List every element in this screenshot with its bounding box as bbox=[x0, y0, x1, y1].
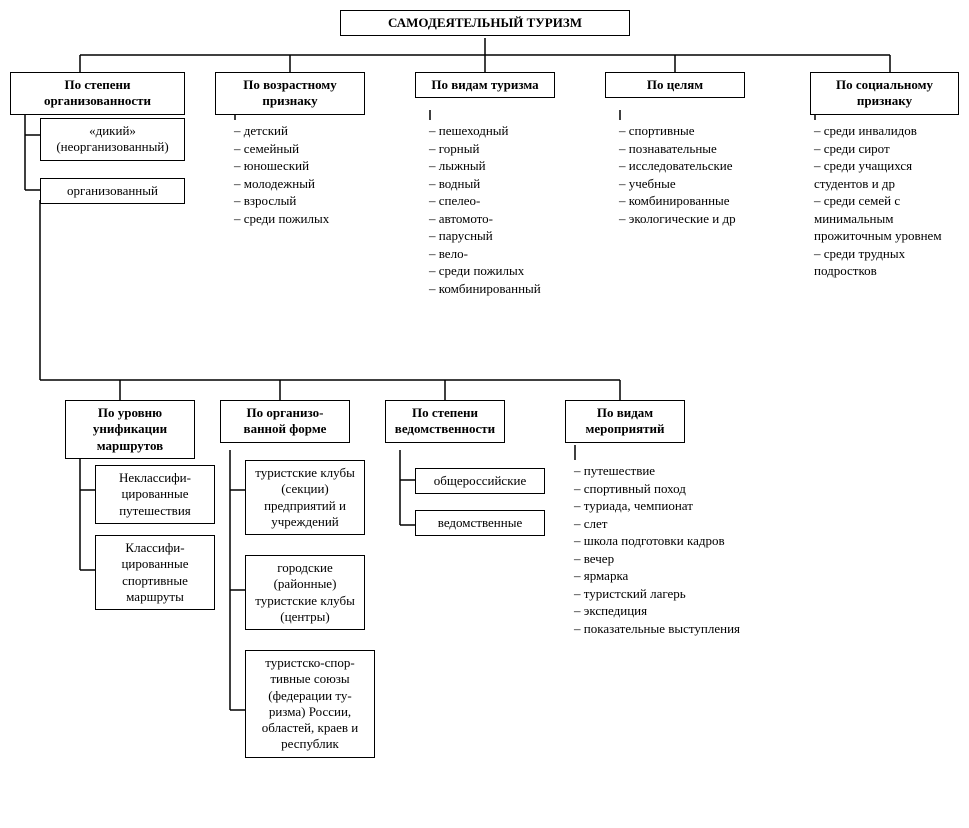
l2-col2-sub3: туристско-спор­тивные союзы (федерации т… bbox=[245, 650, 375, 758]
list-item: туриада, чемпионат bbox=[574, 497, 798, 515]
list-item: школа подготовки кадров bbox=[574, 532, 798, 550]
list-item: среди пожилых bbox=[429, 262, 583, 280]
l1-col3-header: По видам туризма bbox=[415, 72, 555, 98]
diagram-root: САМОДЕЯТЕЛЬНЫЙ ТУРИЗМ По степени организ… bbox=[10, 10, 959, 818]
list-item: туристский лагерь bbox=[574, 585, 798, 603]
list-item: автомото- bbox=[429, 210, 583, 228]
l2-col3-sub2: ведомственные bbox=[415, 510, 545, 536]
l1-col4-list: спортивныепознавательныеисследовательски… bbox=[615, 118, 785, 231]
list-item: экологические и др bbox=[619, 210, 783, 228]
list-item: среди сирот bbox=[814, 140, 957, 158]
l1-col1-sub2: организованный bbox=[40, 178, 185, 204]
list-item: среди учащихся студентов и др bbox=[814, 157, 957, 192]
list-item: среди пожилых bbox=[234, 210, 388, 228]
l2-col4-list: путешествиеспортивный походтуриада, чемп… bbox=[570, 458, 800, 641]
l2-col3-header: По степени ведомствен­ности bbox=[385, 400, 505, 443]
list-item: спортивный поход bbox=[574, 480, 798, 498]
list-item: среди семей с минимальным прожиточным ур… bbox=[814, 192, 957, 245]
list-item: спортивные bbox=[619, 122, 783, 140]
list-item: познавательные bbox=[619, 140, 783, 158]
list-item: детский bbox=[234, 122, 388, 140]
l2-col1-sub2: Классифи­цированные спортивные маршруты bbox=[95, 535, 215, 610]
list-item: учебные bbox=[619, 175, 783, 193]
list-item: пешеходный bbox=[429, 122, 583, 140]
l2-col2-sub1: туристские клубы (секции) предприятий и … bbox=[245, 460, 365, 535]
l1-col3-list: пешеходныйгорныйлыжныйводныйспелео-автом… bbox=[425, 118, 585, 301]
list-item: исследовательские bbox=[619, 157, 783, 175]
list-item: лыжный bbox=[429, 157, 583, 175]
l1-col4-header: По целям bbox=[605, 72, 745, 98]
list-item: экспедиция bbox=[574, 602, 798, 620]
root-title: САМОДЕЯТЕЛЬНЫЙ ТУРИЗМ bbox=[388, 15, 582, 30]
list-item: среди трудных подростков bbox=[814, 245, 957, 280]
list-item: спелео- bbox=[429, 192, 583, 210]
list-item: показательные выступления bbox=[574, 620, 798, 638]
l2-col3-sub1: общероссийские bbox=[415, 468, 545, 494]
list-item: молодежный bbox=[234, 175, 388, 193]
list-item: ярмарка bbox=[574, 567, 798, 585]
l2-col1-sub1: Неклассифи­цированные путешествия bbox=[95, 465, 215, 524]
l2-col4-header: По видам мероприятий bbox=[565, 400, 685, 443]
l1-col2-header: По возрастному признаку bbox=[215, 72, 365, 115]
l2-col2-header: По организо­ванной форме bbox=[220, 400, 350, 443]
l2-col1-header: По уровню унификации маршрутов bbox=[65, 400, 195, 459]
l2-col2-sub2: городские (районные) туристские клубы (ц… bbox=[245, 555, 365, 630]
list-item: комбинированные bbox=[619, 192, 783, 210]
list-item: комбинированный bbox=[429, 280, 583, 298]
list-item: слет bbox=[574, 515, 798, 533]
list-item: путешествие bbox=[574, 462, 798, 480]
root-box: САМОДЕЯТЕЛЬНЫЙ ТУРИЗМ bbox=[340, 10, 630, 36]
l1-col1-header: По степени организованности bbox=[10, 72, 185, 115]
l1-col5-header: По социальному признаку bbox=[810, 72, 959, 115]
list-item: вечер bbox=[574, 550, 798, 568]
list-item: юношеский bbox=[234, 157, 388, 175]
list-item: горный bbox=[429, 140, 583, 158]
list-item: семейный bbox=[234, 140, 388, 158]
l1-col1-sub1: «дикий» (неорганизованный) bbox=[40, 118, 185, 161]
list-item: вело- bbox=[429, 245, 583, 263]
list-item: среди инвалидов bbox=[814, 122, 957, 140]
list-item: парусный bbox=[429, 227, 583, 245]
list-item: водный bbox=[429, 175, 583, 193]
l1-col2-list: детскийсемейныйюношескиймолодежныйвзросл… bbox=[230, 118, 390, 231]
l1-col5-list: среди инвалидовсреди сиротсреди учащихся… bbox=[810, 118, 959, 284]
list-item: взрослый bbox=[234, 192, 388, 210]
